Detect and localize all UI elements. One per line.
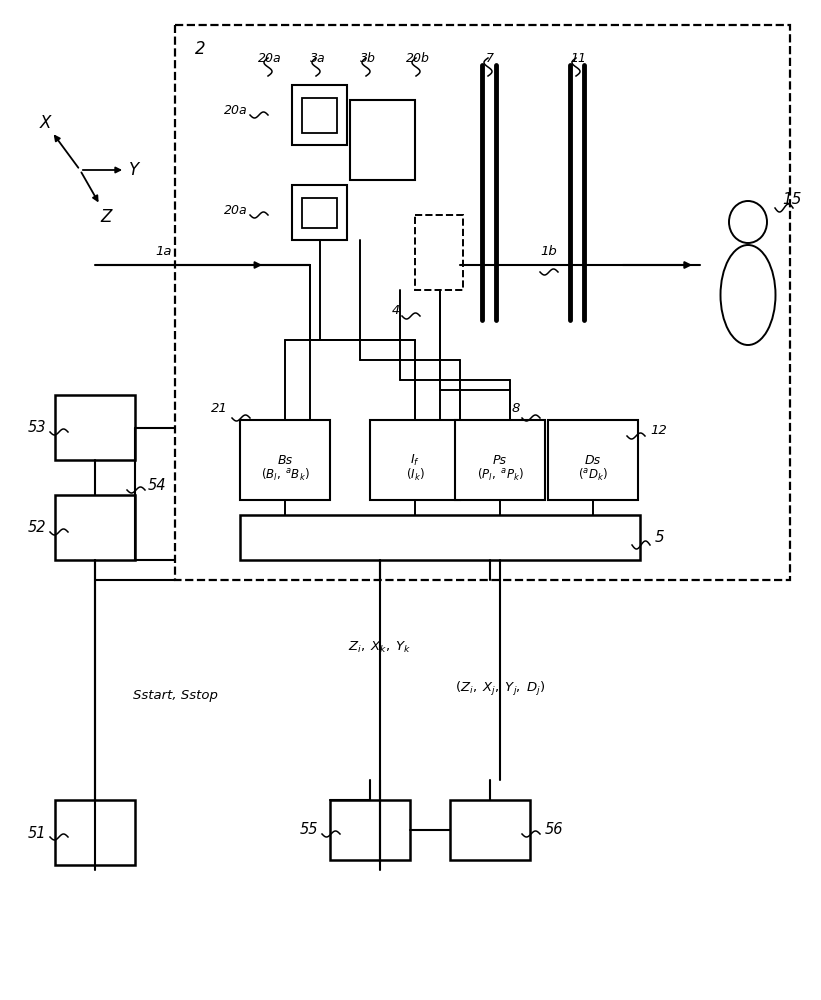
Bar [302, 98, 337, 133]
Text: $Z_i,\;X_{k},\;Y_k$: $Z_i,\;X_{k},\;Y_k$ [348, 640, 412, 655]
Bar [302, 198, 337, 228]
Bar [548, 420, 638, 500]
Text: 20a: 20a [224, 204, 248, 217]
Text: $(P_l,\;{}^aP_k)$: $(P_l,\;{}^aP_k)$ [476, 467, 524, 483]
Bar [450, 800, 530, 860]
Text: $(Z_i,\;X_j,\;Y_j,\;D_j)$: $(Z_i,\;X_j,\;Y_j,\;D_j)$ [455, 680, 545, 698]
Text: Sstart, Sstop: Sstart, Sstop [132, 688, 218, 702]
Text: 1a: 1a [155, 245, 172, 258]
Text: 3a: 3a [310, 52, 326, 65]
Bar [292, 85, 347, 145]
Bar [350, 100, 415, 180]
Text: $({}^aD_k)$: $({}^aD_k)$ [578, 467, 608, 483]
Text: 20a: 20a [258, 52, 282, 65]
Text: 20a: 20a [224, 104, 248, 116]
Text: 7: 7 [486, 52, 494, 65]
Text: 4: 4 [392, 304, 400, 316]
Text: $(B_l,\;{}^aB_k)$: $(B_l,\;{}^aB_k)$ [260, 467, 310, 483]
Text: 20b: 20b [406, 52, 430, 65]
Bar [370, 420, 460, 500]
Text: 8: 8 [511, 402, 520, 415]
Text: 51: 51 [27, 826, 46, 840]
Bar [55, 495, 135, 560]
Text: 5: 5 [655, 530, 665, 544]
Text: 54: 54 [148, 478, 167, 492]
Text: 3b: 3b [360, 52, 376, 65]
Text: 56: 56 [545, 822, 563, 838]
Text: X: X [39, 114, 51, 132]
Text: 2: 2 [195, 40, 205, 58]
Text: 55: 55 [300, 822, 318, 838]
Text: 21: 21 [211, 402, 228, 415]
Text: Z: Z [100, 208, 112, 226]
Bar [240, 420, 330, 500]
Text: 12: 12 [650, 424, 667, 436]
Text: 53: 53 [27, 420, 46, 436]
Text: 1b: 1b [540, 245, 557, 258]
Text: $I_f$: $I_f$ [410, 452, 420, 468]
Bar [55, 395, 135, 460]
Bar [330, 800, 410, 860]
Text: Y: Y [129, 161, 139, 179]
Bar [55, 800, 135, 865]
Text: 15: 15 [782, 192, 801, 208]
Bar [292, 185, 347, 240]
Text: Ps: Ps [493, 454, 507, 466]
Bar [455, 420, 545, 500]
Text: 52: 52 [27, 520, 46, 536]
Bar [240, 515, 640, 560]
Bar [415, 215, 463, 290]
Bar [175, 25, 790, 580]
Text: 11: 11 [570, 52, 586, 65]
Text: $(I_k)$: $(I_k)$ [406, 467, 424, 483]
Text: Ds: Ds [585, 454, 601, 466]
Text: Bs: Bs [277, 454, 292, 466]
